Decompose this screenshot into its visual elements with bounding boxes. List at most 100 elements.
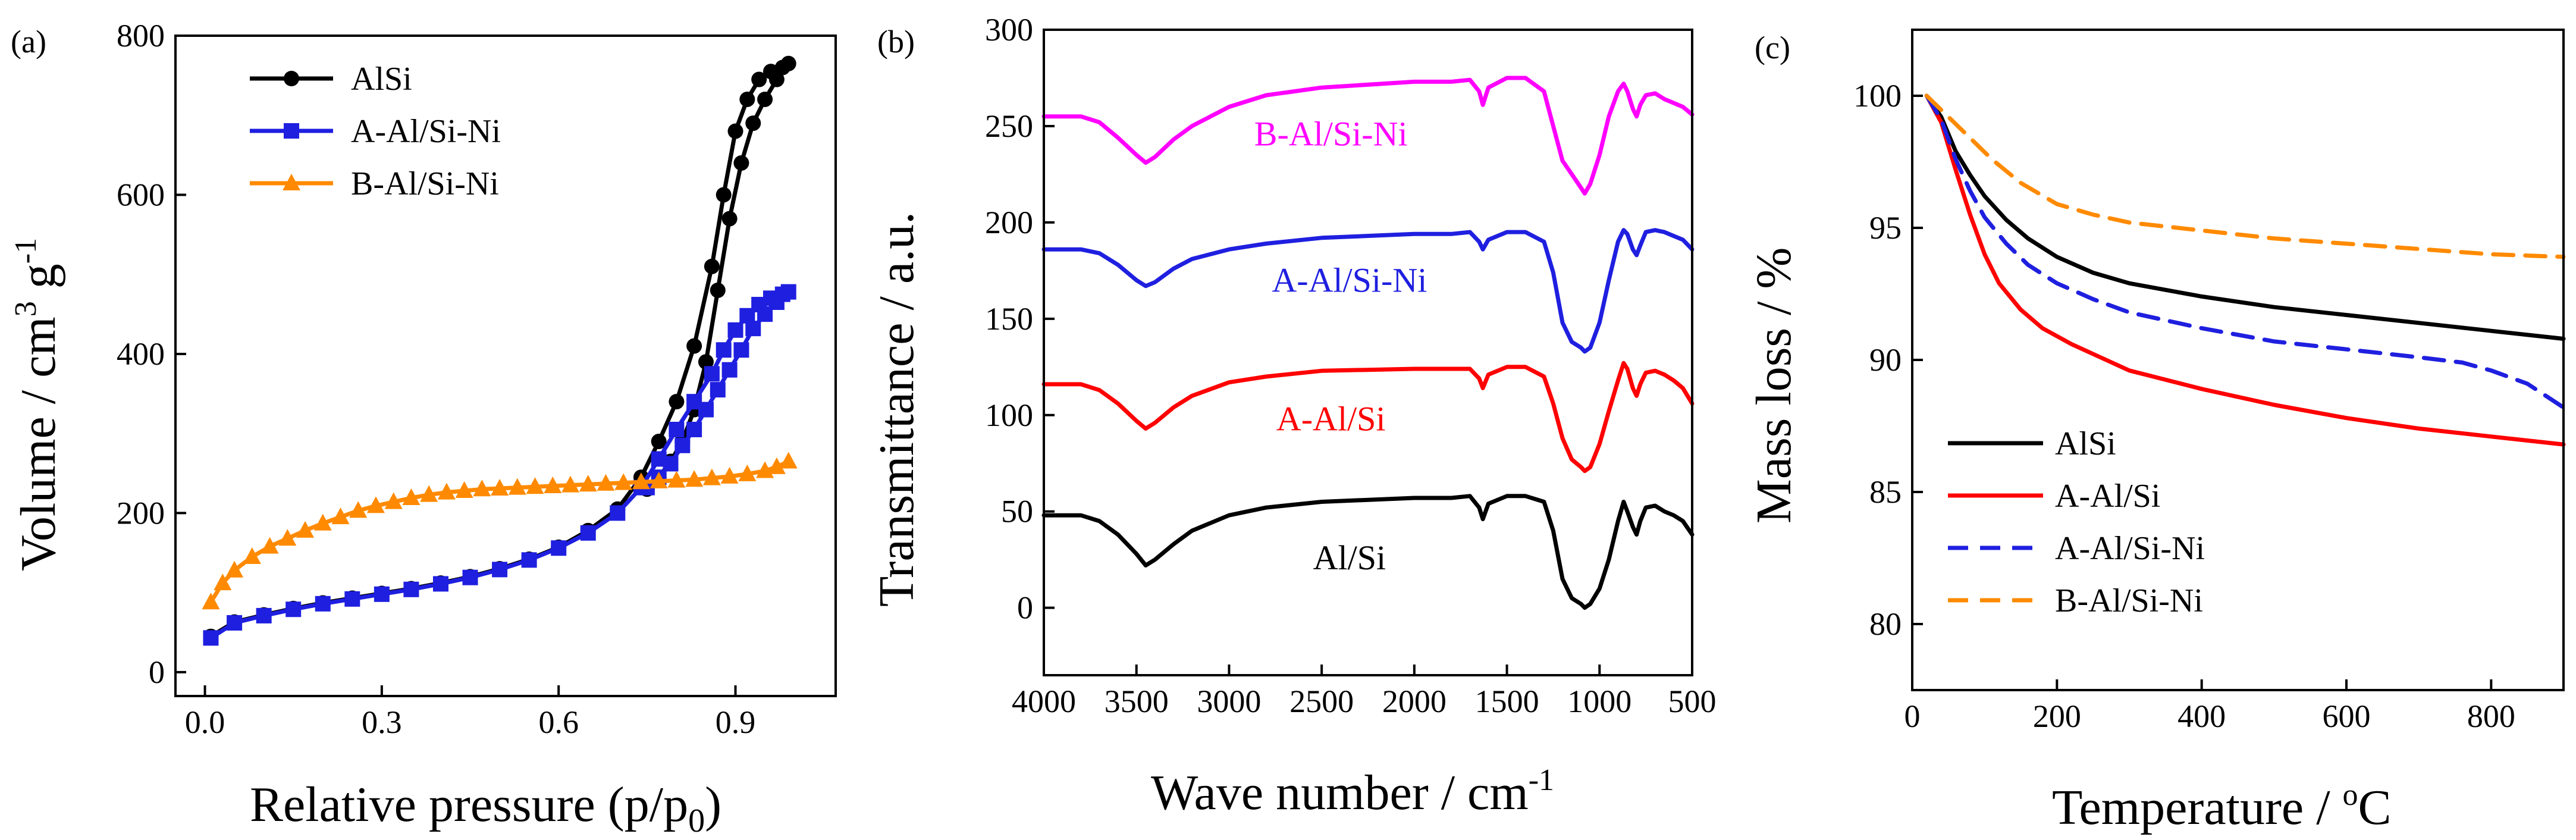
legend-label: A-Al/Si-Ni xyxy=(2055,530,2205,567)
data-point xyxy=(733,342,749,358)
data-point xyxy=(202,593,220,610)
data-point xyxy=(491,478,509,496)
series-line-b-al-si-ni xyxy=(1041,76,1695,196)
series-annotation: B-Al/Si-Ni xyxy=(1254,114,1408,153)
series-line-alsi xyxy=(1924,93,2566,341)
y-tick-label: 100 xyxy=(985,397,1033,433)
data-point xyxy=(296,521,315,538)
panel-a-isotherm: (a) 0.0 0.3 0.6 0.9 0 200 400 600 800 Relative p… xyxy=(9,18,837,839)
data-point xyxy=(610,505,626,521)
panel-b-label: (b) xyxy=(877,24,915,59)
data-point xyxy=(739,91,755,107)
data-point xyxy=(686,421,702,437)
x-tick-label: 2000 xyxy=(1382,684,1447,719)
data-point xyxy=(698,354,714,370)
y-tick-label: 90 xyxy=(1869,342,1902,378)
data-point xyxy=(669,394,685,410)
panel-c-tga: (c) 0 200 400 600 800 80 85 90 95 100 Temperature… xyxy=(1746,29,2566,835)
panel-b-ylabel: Transmittance / a.u. xyxy=(869,212,924,607)
x-tick-label: 200 xyxy=(2033,698,2081,734)
panel-a-frame xyxy=(174,35,837,697)
data-point xyxy=(492,562,508,578)
data-point xyxy=(745,115,761,131)
x-tick-label: 0.9 xyxy=(716,704,756,740)
x-tick-label: 1500 xyxy=(1475,684,1539,719)
x-tick-label: 0.3 xyxy=(362,704,402,740)
panel-a-ylabel: Volume / cm3 g-1 xyxy=(9,238,66,571)
series-line-al-si xyxy=(1041,494,1695,610)
data-point xyxy=(402,488,421,505)
data-point xyxy=(716,342,732,358)
series-line-a-al-si-ni xyxy=(1041,228,1695,354)
data-point xyxy=(686,338,702,354)
data-point xyxy=(674,437,691,453)
data-point xyxy=(420,485,438,502)
data-point xyxy=(716,187,732,203)
data-point xyxy=(751,71,767,87)
legend-label: B-Al/Si-Ni xyxy=(351,165,499,202)
data-point xyxy=(720,466,739,484)
panel-c-xlabel: Temperature / oC xyxy=(2052,778,2392,835)
data-point xyxy=(214,573,232,591)
series-line-a-al-si-ni xyxy=(1924,93,2566,410)
legend-label: AlSi xyxy=(2055,425,2116,462)
data-point xyxy=(685,470,704,487)
y-tick-label: 150 xyxy=(985,301,1033,337)
data-point xyxy=(344,591,360,607)
data-point xyxy=(455,481,473,498)
panel-c-ylabel: Mass loss / % xyxy=(1746,247,1802,524)
data-point xyxy=(349,501,368,518)
data-point xyxy=(403,581,419,597)
data-point xyxy=(473,479,491,497)
panel-a-legend: AlSi A-Al/Si-Ni B-Al/Si-Ni xyxy=(250,61,501,202)
data-point xyxy=(462,569,478,585)
x-tick-label: 400 xyxy=(2177,698,2226,734)
data-point xyxy=(597,474,615,491)
data-point xyxy=(727,322,743,338)
y-tick-label: 80 xyxy=(1869,606,1902,642)
data-point xyxy=(331,507,350,525)
legend-label: A-Al/Si xyxy=(2055,478,2160,515)
data-point xyxy=(432,576,448,592)
data-point xyxy=(632,472,650,490)
data-point xyxy=(727,123,743,139)
data-point xyxy=(738,464,757,481)
data-point xyxy=(768,71,785,87)
x-tick-label: 1000 xyxy=(1567,684,1631,719)
data-point xyxy=(521,552,537,568)
data-point xyxy=(243,547,261,564)
y-tick-label: 0 xyxy=(149,654,165,690)
data-point xyxy=(698,402,714,418)
x-tick-label: 500 xyxy=(1668,684,1717,719)
data-point xyxy=(614,473,633,490)
data-point xyxy=(757,306,773,322)
legend-marker xyxy=(284,71,299,86)
y-tick-label: 100 xyxy=(1853,78,1902,114)
data-point xyxy=(366,496,385,513)
data-point xyxy=(745,321,761,337)
panel-c-frame xyxy=(1911,29,2565,691)
data-point xyxy=(313,513,332,531)
legend-label: B-Al/Si-Ni xyxy=(2055,582,2203,619)
data-point xyxy=(544,476,562,493)
data-point xyxy=(579,475,597,492)
data-point xyxy=(767,457,786,474)
data-point xyxy=(780,55,796,71)
data-point xyxy=(225,560,244,578)
y-tick-label: 85 xyxy=(1869,474,1902,510)
data-point xyxy=(580,525,596,541)
y-tick-label: 800 xyxy=(117,18,165,54)
data-point xyxy=(721,362,738,378)
x-tick-label: 0.0 xyxy=(185,704,225,740)
legend-marker xyxy=(284,123,299,139)
panel-b-frame xyxy=(1043,29,1693,676)
data-point xyxy=(227,615,243,631)
data-point xyxy=(663,456,679,472)
x-tick-label: 0 xyxy=(1904,698,1921,734)
data-point xyxy=(779,452,798,469)
data-point xyxy=(315,595,331,612)
x-tick-label: 2500 xyxy=(1289,684,1354,719)
y-tick-label: 400 xyxy=(117,336,165,372)
series-line-a-al-si-ni xyxy=(209,290,791,640)
